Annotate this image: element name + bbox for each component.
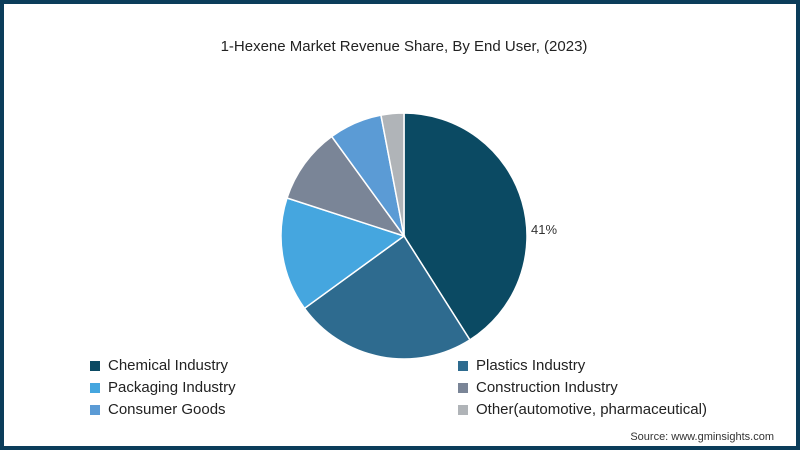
pie-slice-plastics-industry — [303, 234, 471, 360]
chemical-industry-percent-label: 41% — [531, 222, 558, 237]
legend-item-packaging-industry: Packaging Industry — [90, 379, 236, 396]
legend-item-other: Other(automotive, pharmaceutical) — [458, 401, 707, 418]
pie-chart — [280, 112, 528, 360]
legend-swatch — [458, 382, 468, 393]
legend-swatch — [90, 404, 100, 415]
legend-swatch — [90, 382, 100, 393]
pie-slice-other-automotive-pharmaceutical — [380, 112, 405, 237]
chart-title: 1-Hexene Market Revenue Share, By End Us… — [220, 38, 588, 55]
legend-swatch — [458, 360, 468, 371]
source-note: Source: www.gminsights.com — [630, 431, 774, 443]
pie-slice-packaging-industry — [280, 197, 406, 310]
legend-item-chemical-industry: Chemical Industry — [90, 357, 228, 374]
pie-slice-construction-industry — [286, 135, 406, 238]
legend-item-plastics-industry: Plastics Industry — [458, 357, 585, 374]
legend-item-construction-industry: Construction Industry — [458, 379, 618, 396]
legend-swatch — [458, 404, 468, 415]
legend-item-consumer-goods: Consumer Goods — [90, 401, 226, 418]
legend-swatch — [90, 360, 100, 371]
